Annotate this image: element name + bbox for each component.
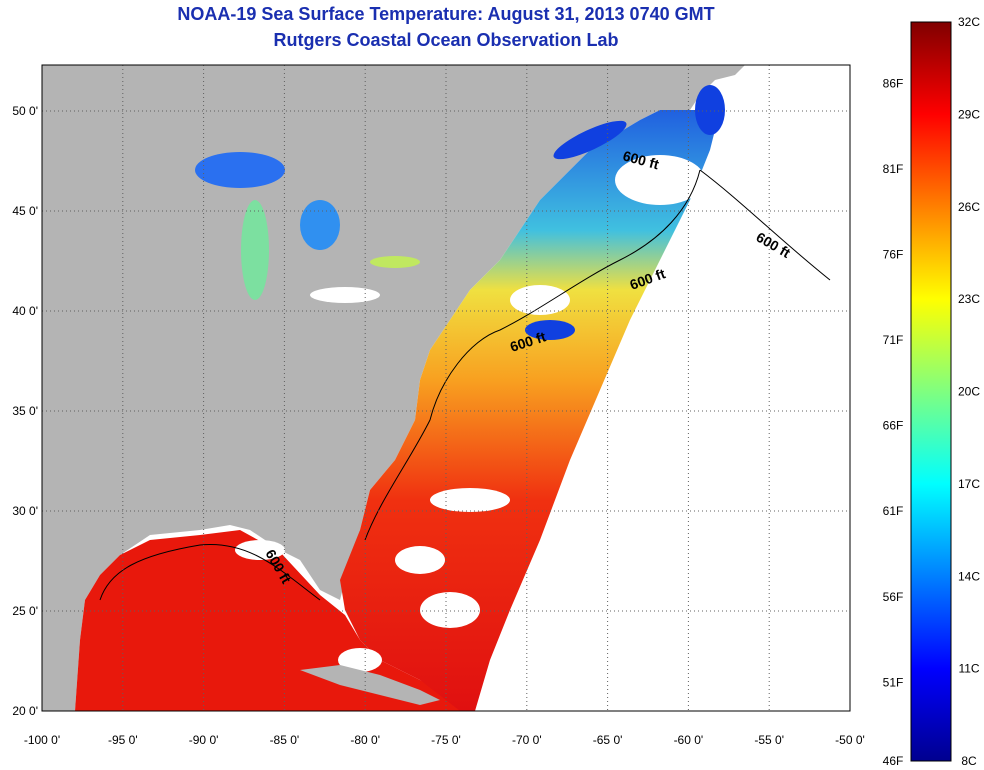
x-tick-label: -85 0'	[270, 733, 300, 747]
y-tick-label: 45 0'	[12, 204, 38, 218]
x-tick-label: -50 0'	[835, 733, 865, 747]
colorbar-ticks: 32C 29C 26C 23C 20C 17C 14C 11C 8C 86F 81F 76F 71F 66…	[883, 15, 981, 768]
x-tick-label: -70 0'	[512, 733, 542, 747]
colorbar-celsius-label: 20C	[958, 385, 980, 399]
colorbar-fahrenheit-label: 56F	[883, 590, 904, 604]
colorbar-fahrenheit-label: 81F	[883, 162, 904, 176]
cold-water-patches	[525, 85, 725, 340]
colorbar-celsius-label: 11C	[958, 662, 979, 676]
colorbar-celsius-label: 14C	[958, 569, 980, 583]
x-axis-ticks: -100 0' -95 0' -90 0' -85 0' -80 0' -75 0' -70…	[24, 733, 865, 747]
y-tick-label: 20 0'	[12, 704, 38, 718]
x-tick-label: -90 0'	[189, 733, 219, 747]
cloud-cover	[235, 155, 760, 672]
colorbar-fahrenheit-label: 66F	[883, 419, 904, 433]
y-tick-label: 35 0'	[12, 404, 38, 418]
colorbar	[910, 21, 952, 762]
great-lakes	[195, 152, 420, 303]
land-mass	[42, 65, 745, 711]
colorbar-fahrenheit-label: 51F	[883, 675, 904, 689]
y-tick-label: 25 0'	[12, 604, 38, 618]
colorbar-fahrenheit-label: 71F	[883, 333, 904, 347]
x-tick-label: -55 0'	[754, 733, 784, 747]
map-subtitle: Rutgers Coastal Ocean Observation Lab	[273, 30, 619, 50]
x-tick-label: -60 0'	[674, 733, 704, 747]
colorbar-celsius-label: 17C	[958, 477, 980, 491]
graticule	[42, 65, 850, 711]
x-tick-label: -65 0'	[593, 733, 623, 747]
y-tick-label: 50 0'	[12, 104, 38, 118]
colorbar-celsius-label: 32C	[958, 15, 980, 29]
colorbar-fahrenheit-label: 76F	[883, 248, 904, 262]
x-tick-label: -75 0'	[431, 733, 461, 747]
x-tick-label: -100 0'	[24, 733, 60, 747]
colorbar-celsius-label: 8C	[961, 754, 977, 768]
x-tick-label: -80 0'	[350, 733, 380, 747]
colorbar-celsius-label: 23C	[958, 292, 980, 306]
y-tick-label: 40 0'	[12, 304, 38, 318]
y-axis-ticks: 20 0' 25 0' 30 0' 35 0' 40 0' 45 0' 50 0'	[12, 104, 38, 718]
colorbar-fahrenheit-label: 61F	[883, 504, 904, 518]
colorbar-celsius-label: 26C	[958, 200, 980, 214]
colorbar-fahrenheit-label: 86F	[883, 77, 904, 91]
colorbar-celsius-label: 29C	[958, 107, 980, 121]
colorbar-fahrenheit-label: 46F	[883, 754, 904, 768]
cuba	[300, 665, 440, 705]
y-tick-label: 30 0'	[12, 504, 38, 518]
x-tick-label: -95 0'	[108, 733, 138, 747]
map-frame	[41, 64, 851, 712]
depth-contour-600ft	[99, 169, 831, 601]
map-title: NOAA-19 Sea Surface Temperature: August …	[177, 4, 715, 24]
